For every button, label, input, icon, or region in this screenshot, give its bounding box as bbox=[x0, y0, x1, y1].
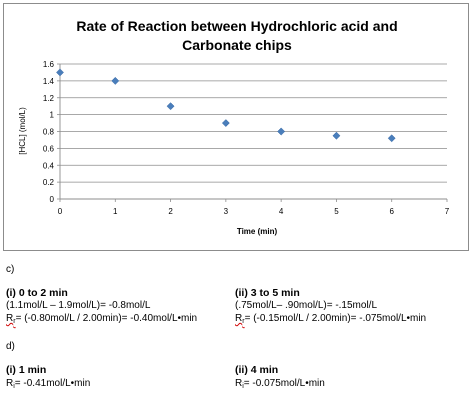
x-tick-label: 4 bbox=[279, 207, 284, 216]
part-d-i-rate: Ri= -0.41mol/L•min bbox=[6, 378, 90, 393]
part-d-label: d) bbox=[6, 341, 15, 352]
part-c-ii-rate: Rr= (-0.15mol/L / 2.00min)= -.075mol/L•m… bbox=[235, 313, 426, 328]
data-point bbox=[332, 131, 341, 140]
y-tick-label: 1 bbox=[50, 111, 55, 120]
chart-title-line-1: Rate of Reaction between Hydrochloric ac… bbox=[76, 18, 398, 34]
y-tick-label: 0.8 bbox=[43, 128, 55, 137]
data-points bbox=[56, 68, 396, 143]
data-point bbox=[111, 76, 120, 85]
part-c-ii-heading: (ii) 3 to 5 min bbox=[235, 287, 300, 299]
part-c-i-calc: (1.1mol/L – 1.9mol/L)= -0.8mol/L bbox=[6, 300, 151, 311]
rate-value: = (-0.80mol/L / 2.00min)= -0.40mol/L•min bbox=[15, 313, 198, 324]
part-c-i-rate: Rr= (-0.80mol/L / 2.00min)= -0.40mol/L•m… bbox=[6, 313, 197, 328]
rate-subscript: r bbox=[242, 318, 245, 325]
y-tick-label: 0.4 bbox=[43, 161, 55, 170]
data-point bbox=[387, 134, 396, 143]
y-tick-label: 1.2 bbox=[43, 94, 55, 103]
y-axis-label: [HCL] (mol/L) bbox=[18, 107, 27, 155]
rate-symbol: R bbox=[235, 313, 243, 324]
x-tick-label: 5 bbox=[334, 207, 339, 216]
rate-subscript: r bbox=[13, 318, 16, 325]
x-tick-label: 1 bbox=[113, 207, 118, 216]
tick-labels: 0 0.2 0.4 0.6 0.8 1 1.2 1.4 1.6 0 1 2 3 4 5 6 7 bbox=[43, 60, 450, 216]
data-point bbox=[277, 127, 286, 136]
x-tick-label: 6 bbox=[389, 207, 394, 216]
axes bbox=[57, 63, 448, 202]
part-d-ii-heading: (ii) 4 min bbox=[235, 364, 279, 376]
rate-value: = (-0.15mol/L / 2.00min)= -.075mol/L•min bbox=[244, 313, 427, 324]
chart-area: Rate of Reaction between Hydrochloric ac… bbox=[3, 3, 469, 251]
part-c-ii-calc: (.75mol/L– .90mol/L)= -.15mol/L bbox=[235, 300, 378, 311]
rate-subscript: i bbox=[242, 383, 244, 390]
data-point bbox=[221, 119, 230, 128]
rate-value: = -0.075mol/L•min bbox=[243, 378, 325, 389]
x-tick-label: 3 bbox=[224, 207, 229, 216]
data-point bbox=[56, 68, 64, 77]
x-tick-label: 7 bbox=[445, 207, 450, 216]
x-tick-label: 2 bbox=[168, 207, 173, 216]
chart-title-line-2: Carbonate chips bbox=[182, 37, 292, 53]
rate-symbol: R bbox=[6, 313, 14, 324]
y-tick-label: 0.2 bbox=[43, 178, 55, 187]
rate-symbol: R bbox=[235, 378, 243, 389]
part-d-ii-rate: Ri= -0.075mol/L•min bbox=[235, 378, 325, 393]
x-axis-label: Time (min) bbox=[237, 227, 278, 236]
rate-value: = -0.41mol/L•min bbox=[14, 378, 91, 389]
grid-lines bbox=[60, 63, 447, 183]
y-tick-label: 0.6 bbox=[43, 144, 55, 153]
y-tick-label: 0 bbox=[50, 195, 55, 204]
part-c-i-heading: (i) 0 to 2 min bbox=[6, 287, 68, 299]
rate-subscript: i bbox=[13, 383, 15, 390]
rate-symbol: R bbox=[6, 378, 14, 389]
x-tick-label: 0 bbox=[58, 207, 63, 216]
scatter-plot: 0 0.2 0.4 0.6 0.8 1 1.2 1.4 1.6 0 1 2 3 4 5 6 7 [HCL] (m… bbox=[18, 60, 450, 236]
y-tick-label: 1.6 bbox=[43, 60, 55, 69]
part-d-i-heading: (i) 1 min bbox=[6, 364, 47, 376]
y-tick-label: 1.4 bbox=[43, 77, 55, 86]
part-c-label: c) bbox=[6, 264, 15, 275]
data-point bbox=[166, 102, 175, 111]
